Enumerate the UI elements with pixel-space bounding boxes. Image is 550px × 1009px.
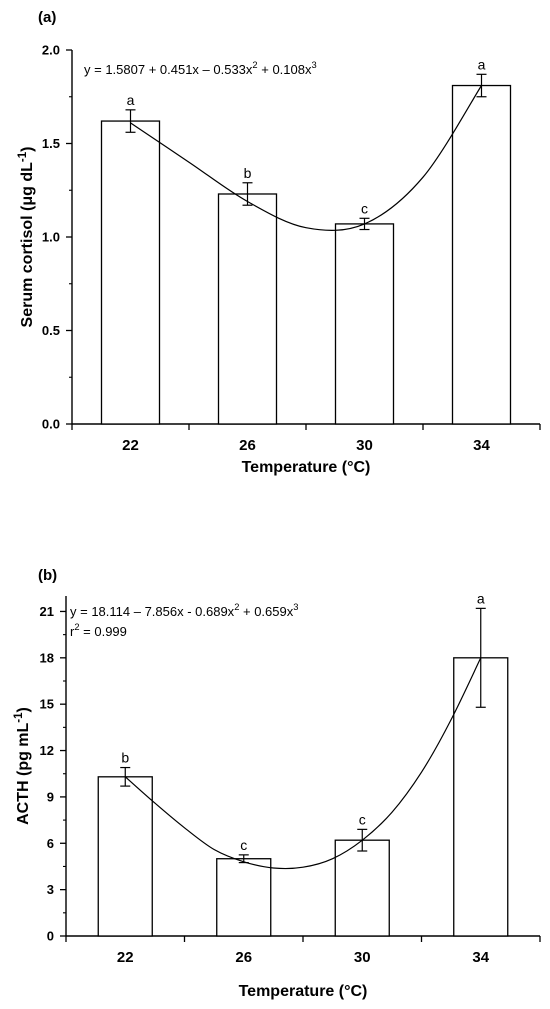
fit-curve [124,657,482,870]
y-axis-title: ACTH (pg mL-1​) [13,707,32,825]
x-tick-label: 34 [472,949,489,966]
bar [334,223,395,425]
panel-label: (b) [38,567,57,584]
bar [334,839,390,937]
fit-equation: y = 18.114 – 7.856x - 0.689x2​ + 0.659x3… [70,602,298,619]
y-tick-label: 3 [47,882,54,897]
y-tick-label: 1.5 [42,136,60,151]
x-tick-label: 26 [239,437,256,454]
bar [451,84,512,425]
y-tick-label: 12 [40,743,54,758]
x-tick-label: 26 [235,949,252,966]
y-tick-label: 9 [47,789,54,804]
significance-letter: a [477,590,485,606]
r-squared: r2​ = 0.999 [70,622,127,639]
significance-letter: a [478,56,486,72]
x-tick-label: 22 [122,437,139,454]
y-tick-label: 21 [40,604,54,619]
significance-letter: b [121,750,129,766]
significance-letter: c [240,837,247,853]
x-axis-title: Temperature (°C) [242,459,371,476]
y-axis-title: Serum cortisol (μg dL-1​) [17,147,36,328]
x-tick-label: 22 [117,949,134,966]
fit-curve [130,85,483,231]
significance-letter: c [361,200,368,216]
bar [100,120,161,425]
x-tick-label: 30 [354,949,371,966]
y-tick-label: 0.0 [42,417,60,432]
panel-b: (b) 0 3 6 9 12 15 18 21 22 26 30 34 b c c a y = 18.114 – … [13,567,541,1000]
panel-a: (a) 0.0 0.5 1.0 1.5 2.0 22 26 30 34 a b c a y = 1.5807… [17,9,541,476]
x-axis-title: Temperature (°C) [239,983,368,1000]
y-tick-label: 6 [47,836,54,851]
fit-equation: y = 1.5807 + 0.451x – 0.533x2​ + 0.108x3… [84,60,317,77]
x-tick-label: 30 [356,437,373,454]
panel-label: (a) [38,9,56,26]
bar [217,193,278,425]
y-tick-label: 15 [40,697,54,712]
significance-letter: a [127,92,135,108]
significance-letter: b [244,165,252,181]
bar [97,776,153,937]
y-tick-label: 2.0 [42,43,60,58]
y-tick-label: 0.5 [42,323,60,338]
y-tick-label: 1.0 [42,230,60,245]
y-tick-label: 18 [40,650,54,665]
x-tick-label: 34 [473,437,490,454]
significance-letter: c [359,811,366,827]
bar [216,858,272,937]
y-tick-label: 0 [47,929,54,944]
